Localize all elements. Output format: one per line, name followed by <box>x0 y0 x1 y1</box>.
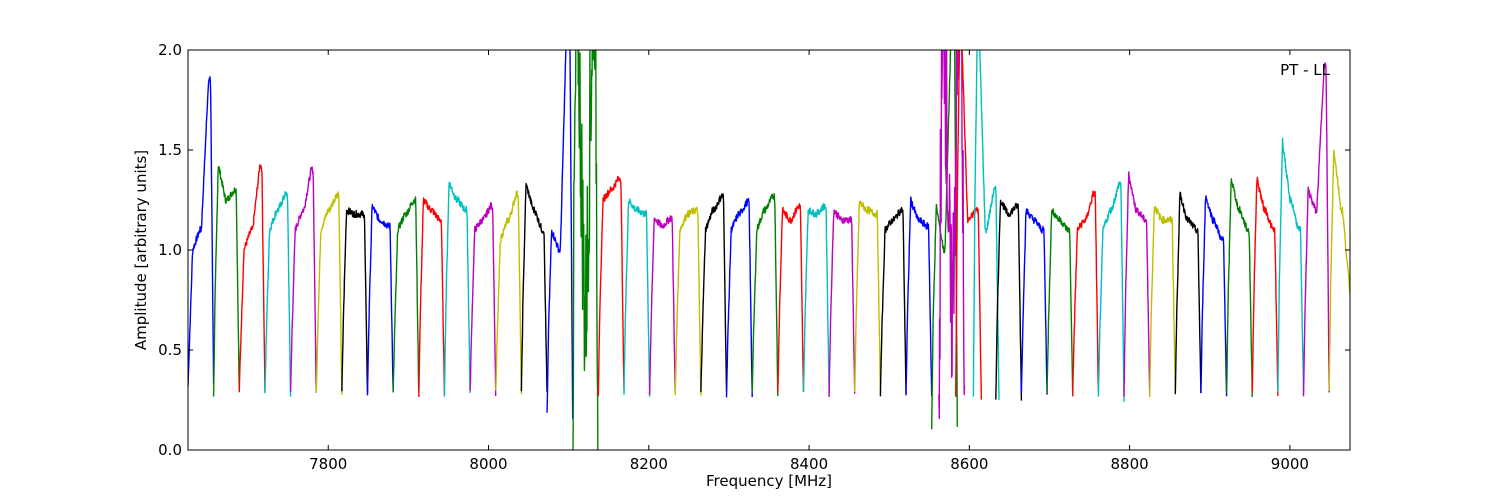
series-line-2 <box>238 164 266 392</box>
series-line-5 <box>315 191 343 395</box>
series-line-4 <box>289 166 317 393</box>
series-line-3 <box>264 191 292 397</box>
series-line-17 <box>623 198 651 397</box>
series-line-1 <box>212 165 240 397</box>
series-line-22 <box>751 192 779 397</box>
x-tick-label: 9000 <box>1271 455 1309 473</box>
y-axis-ticks: 0.0 0.5 1.0 1.5 2.0 <box>158 41 1350 459</box>
series-line-39 <box>1149 205 1176 398</box>
series-line-18 <box>648 215 676 395</box>
y-tick-label: 1.5 <box>158 141 182 159</box>
series-line-38 <box>1123 171 1151 397</box>
series-line-24 <box>802 202 830 395</box>
series-line-45 <box>1302 62 1330 397</box>
series-line-27 <box>879 206 907 397</box>
series-line-46 <box>1328 149 1350 391</box>
x-tick-label: 8400 <box>790 455 828 473</box>
series-line-7 <box>366 203 394 396</box>
series-line-12 <box>495 190 523 395</box>
series-line-41 <box>1200 195 1228 397</box>
y-tick-label: 0.5 <box>158 341 182 359</box>
series-line-11 <box>469 202 497 397</box>
series-line-0 <box>188 76 215 387</box>
series-layer <box>188 50 1350 450</box>
series-line-8 <box>392 196 420 393</box>
series-line-20 <box>700 193 728 393</box>
series-line-16 <box>597 175 625 397</box>
series-line-9 <box>418 197 446 398</box>
series-line-29 <box>931 50 958 430</box>
series-line-28 <box>905 196 933 397</box>
y-tick-label: 1.0 <box>158 241 182 259</box>
x-axis-ticks: 7800 8000 8200 8400 8600 8800 9000 <box>309 50 1309 473</box>
series-line-34 <box>1020 208 1048 395</box>
x-tick-label: 8200 <box>630 455 668 473</box>
series-line-36 <box>1072 190 1100 397</box>
baseline-annotation: PT - LL <box>1280 61 1331 79</box>
series-line-44 <box>1277 137 1305 395</box>
series-line-40 <box>1174 191 1202 395</box>
x-tick-label: 8000 <box>469 455 507 473</box>
series-line-42 <box>1225 178 1253 398</box>
series-line-37 <box>1097 181 1125 402</box>
series-line-26 <box>854 200 882 393</box>
series-line-10 <box>443 181 471 397</box>
series-line-31 <box>955 50 983 400</box>
x-tick-label: 8600 <box>950 455 988 473</box>
y-tick-label: 0.0 <box>158 441 182 459</box>
x-tick-label: 7800 <box>309 455 347 473</box>
series-line-6 <box>341 207 369 393</box>
series-line-25 <box>828 209 856 398</box>
series-line-32 <box>972 50 1000 400</box>
series-line-23 <box>777 203 805 393</box>
series-line-33 <box>995 199 1023 401</box>
series-line-21 <box>725 197 753 398</box>
x-axis-label: Frequency [MHz] <box>706 472 832 490</box>
series-line-30 <box>938 50 966 420</box>
y-tick-label: 2.0 <box>158 41 182 59</box>
x-tick-label: 8800 <box>1111 455 1149 473</box>
series-line-19 <box>674 206 702 396</box>
series-line-13 <box>520 182 548 392</box>
series-line-15 <box>572 50 599 450</box>
series-line-14 <box>546 50 574 419</box>
y-axis-label: Amplitude [arbitrary units] <box>132 150 150 350</box>
series-line-43 <box>1251 176 1279 396</box>
series-line-35 <box>1046 208 1074 397</box>
